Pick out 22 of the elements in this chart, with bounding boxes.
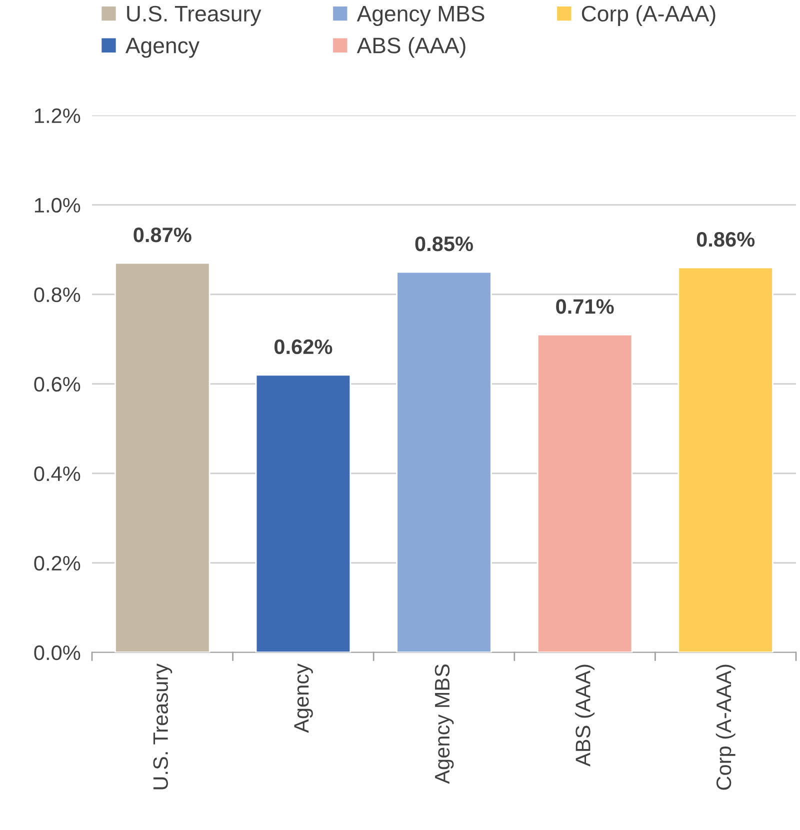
x-tick-label: U.S. Treasury [153, 664, 172, 790]
x-tick-label: ABS (AAA) [575, 664, 594, 766]
y-tick-label: 0.6% [34, 376, 80, 392]
legend-label: U.S. Treasury [127, 6, 262, 26]
data-label: 0.85% [415, 236, 473, 252]
legend-label: ABS (AAA) [356, 37, 466, 58]
data-label: 0.86% [696, 232, 755, 247]
data-label: 0.87% [134, 228, 192, 242]
x-tick-label: Agency [294, 664, 313, 733]
x-tick-label: Corp (A-AAA) [716, 664, 736, 790]
data-label: 0.71% [556, 299, 614, 314]
x-tick-label: Agency MBS [434, 664, 454, 784]
y-tick-label: 0.0% [34, 645, 80, 660]
legend-label: Agency MBS [356, 6, 484, 26]
data-label: 0.62% [274, 339, 332, 354]
legend-label: Agency [125, 38, 200, 58]
y-tick-label: 1.2% [34, 108, 80, 124]
y-tick-label: 0.8% [34, 287, 80, 302]
y-tick-label: 0.4% [34, 466, 80, 482]
y-tick-label: 0.2% [34, 556, 80, 571]
legend-label: Corp (A-AAA) [582, 5, 716, 26]
y-tick-label: 1.0% [34, 198, 80, 213]
